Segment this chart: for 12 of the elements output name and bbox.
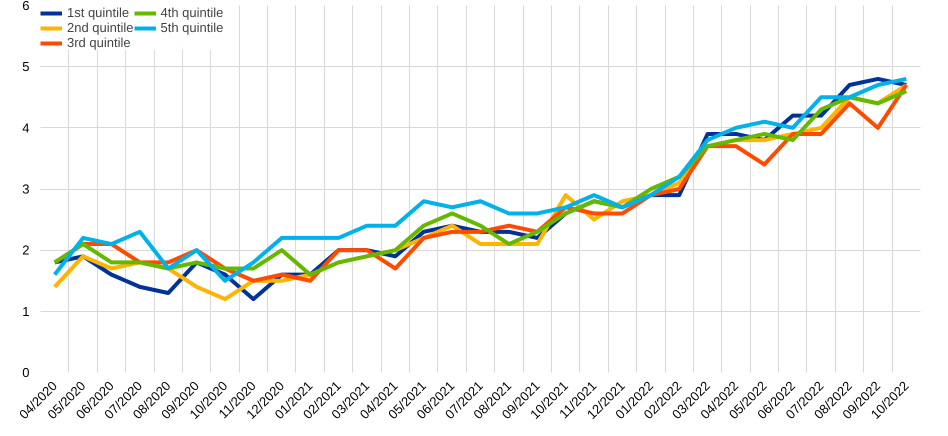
y-tick-label: 1 [22, 304, 30, 319]
legend-label: 2nd quintile [67, 20, 134, 35]
legend-label: 5th quintile [160, 20, 224, 35]
y-tick-label: 6 [22, 0, 30, 13]
legend-label: 3rd quintile [67, 35, 131, 50]
y-tick-label: 2 [22, 242, 30, 258]
y-tick-label: 0 [22, 365, 30, 380]
legend-label: 4th quintile [160, 5, 224, 20]
y-tick-label: 4 [22, 120, 30, 136]
y-tick-label: 5 [22, 59, 30, 74]
legend-label: 1st quintile [67, 5, 130, 20]
y-tick-label: 3 [22, 182, 30, 196]
